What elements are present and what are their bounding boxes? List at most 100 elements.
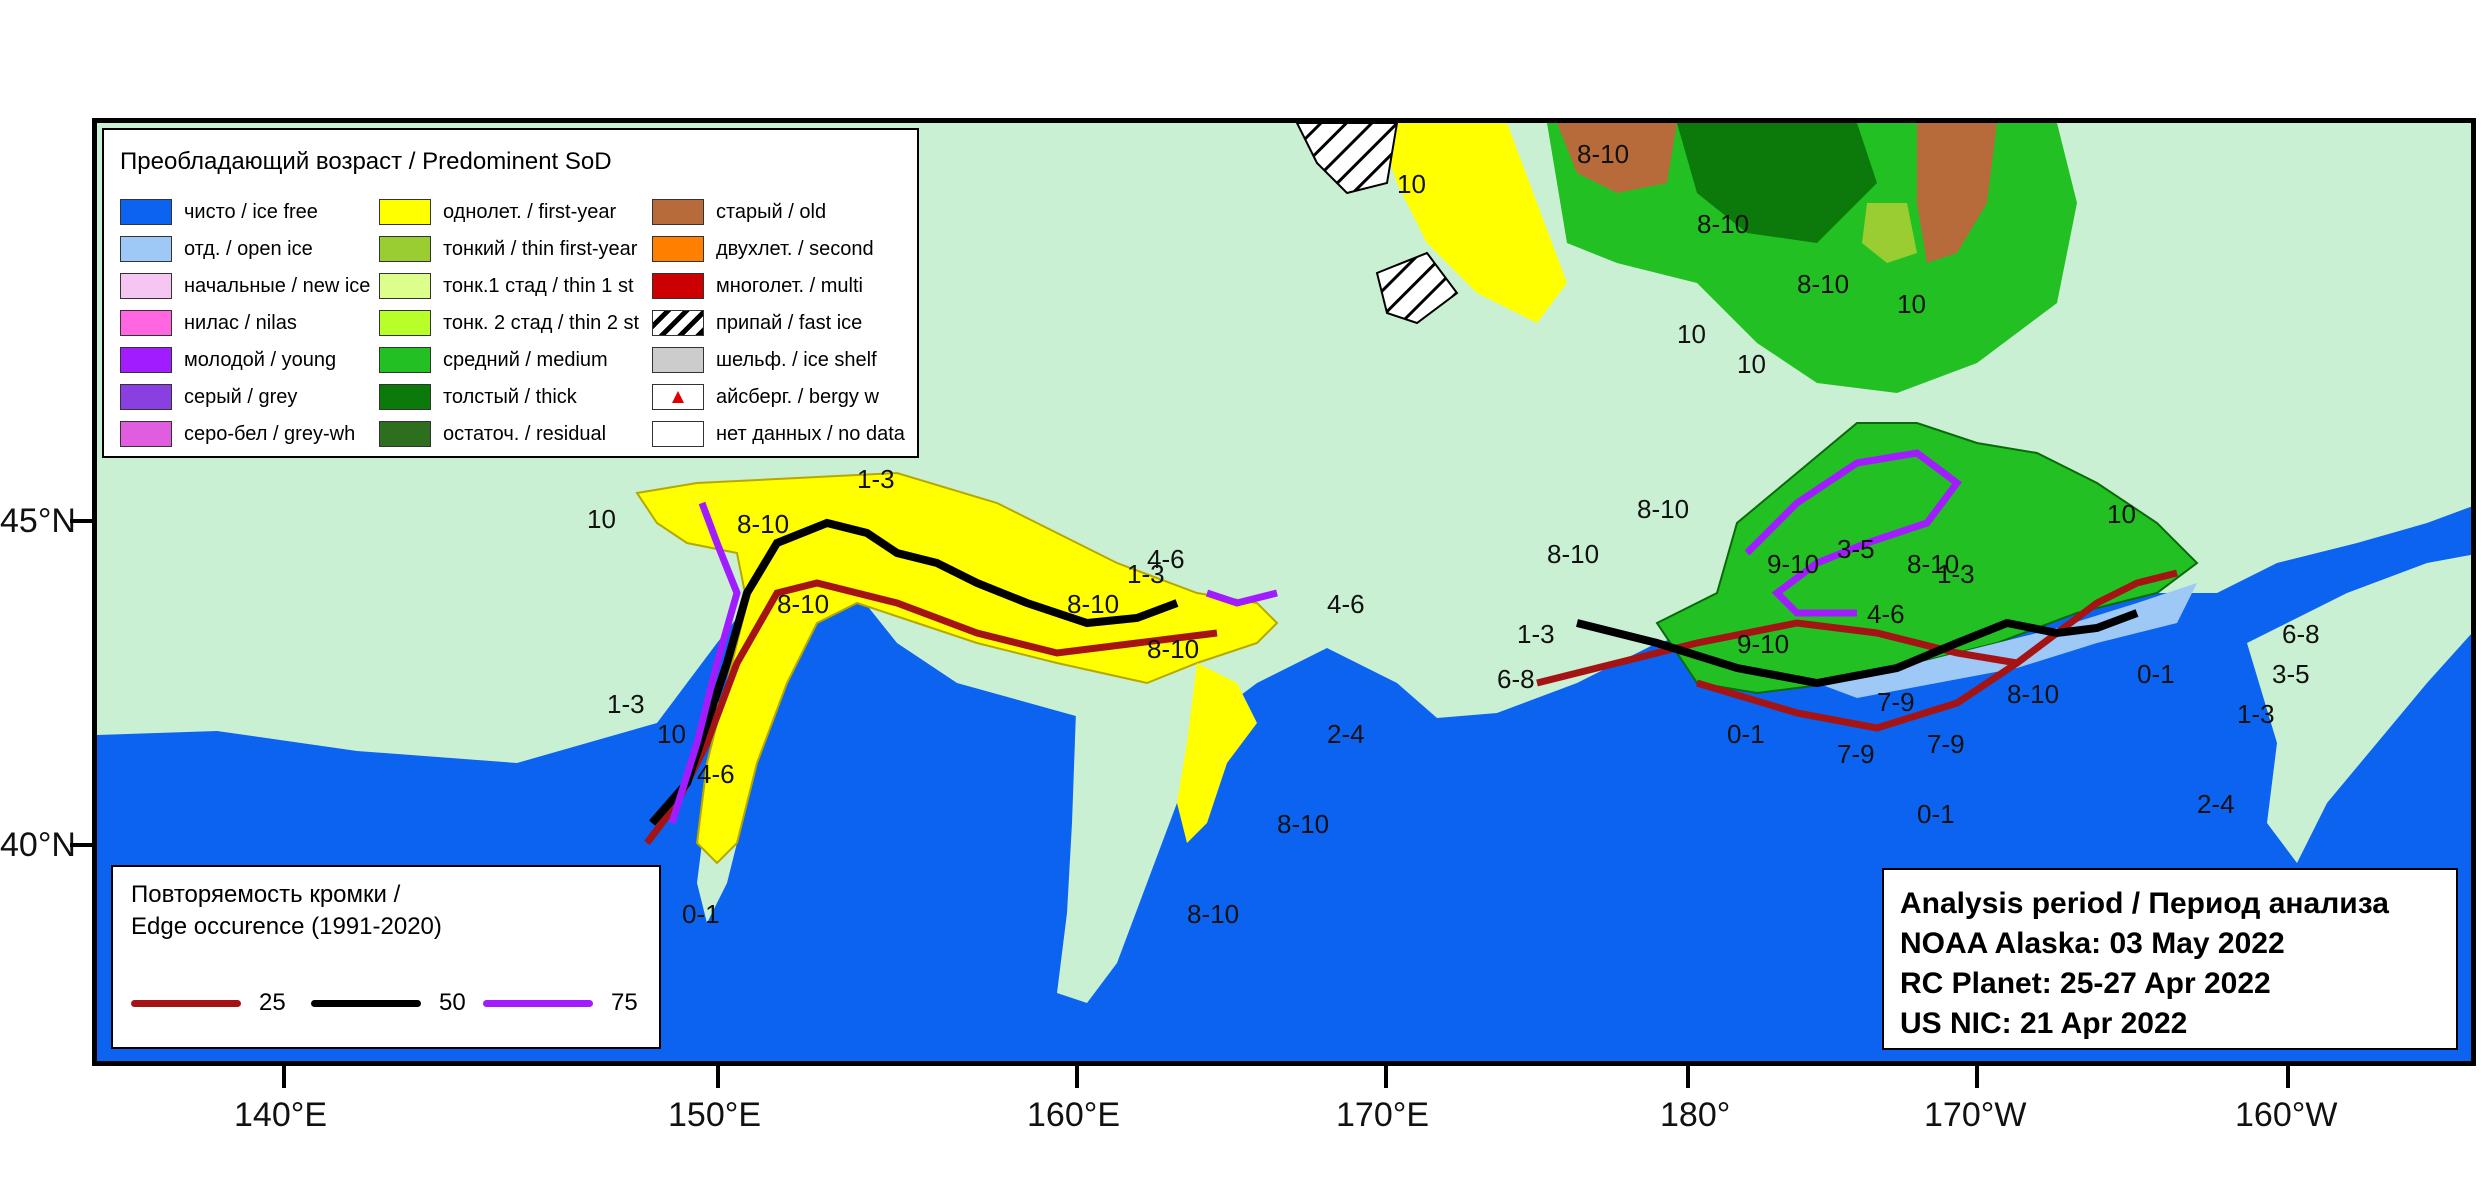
- ice-label: 4-6: [1147, 544, 1185, 574]
- ice-label: 6-8: [1497, 664, 1535, 694]
- ice-label: 7-9: [1877, 687, 1915, 717]
- ice-label: 10: [2107, 499, 2136, 529]
- legend-label: многолет. / multi: [716, 274, 863, 297]
- ice-label: 8-10: [1577, 139, 1629, 169]
- ice-label: 8-10: [1907, 549, 1959, 579]
- legend-edge-occurrence: Повторяемость кромки / Edge occurence (1…: [111, 865, 661, 1049]
- legend-swatch: [379, 310, 431, 336]
- legend-item-ice-free: чисто / ice free: [120, 198, 318, 226]
- legend-label: нилас / nilas: [184, 311, 297, 334]
- legend-edge-label: 50: [439, 989, 466, 1016]
- ice-label: 4-6: [1327, 589, 1365, 619]
- fast-ice-patch: [1375, 251, 1459, 325]
- legend-label: нет данных / no data: [716, 422, 905, 445]
- analysis-period-box: Analysis period / Период анализа NOAA Al…: [1882, 868, 2458, 1050]
- ice-label: 8-10: [1547, 539, 1599, 569]
- lat-label-40n: 40°N: [0, 826, 76, 864]
- ice-label: 4-6: [697, 759, 735, 789]
- lon-tick-170w: [1975, 1066, 1979, 1088]
- ice-label: 0-1: [682, 899, 720, 929]
- legend-label: молодой / young: [184, 348, 337, 371]
- edge-line-50: [648, 518, 2139, 826]
- ice-map: 8-10 8-10 8-10 8-10 8-10 8-10 8-10 8-10 …: [92, 118, 2476, 1066]
- legend-item-second-year: двухлет. / second: [652, 235, 874, 263]
- ice-label: 0-1: [1917, 799, 1955, 829]
- legend-edge-item-75: 75: [483, 989, 638, 1017]
- legend-swatch: [120, 347, 172, 373]
- legend-edge-title-1: Повторяемость кромки /: [131, 881, 401, 908]
- ice-label: 10: [1897, 289, 1926, 319]
- legend-item-open-ice: отд. / open ice: [120, 235, 313, 263]
- ice-label: 7-9: [1837, 739, 1875, 769]
- lon-tick-180: [1686, 1066, 1690, 1088]
- ice-okhotsk-first-year: [635, 471, 1279, 865]
- ice-label: 1-3: [1937, 559, 1975, 589]
- legend-label: шельф. / ice shelf: [716, 348, 877, 371]
- legend-sod-title: Преобладающий возраст / Predominent SoD: [120, 148, 612, 175]
- analysis-us-nic: US NIC: 21 Apr 2022: [1900, 1007, 2188, 1040]
- ice-label: 4-6: [1867, 599, 1905, 629]
- ice-label: 8-10: [737, 509, 789, 539]
- edge-line-swatch: [311, 999, 421, 1007]
- legend-label: серый / grey: [184, 385, 298, 408]
- ice-thin-first-year: [1862, 203, 1917, 263]
- legend-item-new-ice: начальные / new ice: [120, 272, 370, 300]
- legend-swatch: [120, 273, 172, 299]
- ice-label: 8-10: [2007, 679, 2059, 709]
- legend-label: остаточ. / residual: [443, 422, 607, 445]
- lon-tick-160e: [1075, 1066, 1079, 1088]
- ice-label: 3-5: [2272, 659, 2310, 689]
- legend-label: тонкий / thin first-year: [443, 237, 638, 260]
- legend-edge-title-2: Edge occurence (1991-2020): [131, 913, 442, 940]
- legend-edge-label: 75: [611, 989, 638, 1016]
- ice-label: 10: [587, 504, 616, 534]
- ice-label: 10: [1737, 349, 1766, 379]
- legend-swatch: [652, 273, 704, 299]
- edge-line-swatch: [483, 999, 593, 1007]
- lon-label-160e: 160°E: [1027, 1096, 1121, 1134]
- ice-kamchatka-coast: [1177, 663, 1257, 843]
- legend-swatch: [379, 199, 431, 225]
- legend-swatch: [652, 421, 704, 447]
- legend-item-multi-year: многолет. / multi: [652, 272, 863, 300]
- ice-chukotka-first-year: [1377, 123, 1567, 323]
- ice-north-old: [1557, 123, 1997, 263]
- legend-item-first-year: однолет. / first-year: [379, 198, 616, 226]
- ice-label: 8-10: [1067, 589, 1119, 619]
- legend-item-no-data: нет данных / no data: [652, 420, 905, 448]
- legend-swatch: [120, 310, 172, 336]
- land-alaska-peninsula: [2247, 554, 2471, 863]
- ice-label: 8-10: [1277, 809, 1329, 839]
- legend-swatch: [379, 347, 431, 373]
- legend-item-thin-1st-stage: тонк.1 стад / thin 1 st: [379, 272, 634, 300]
- legend-label: однолет. / first-year: [443, 200, 617, 223]
- legend-item-thin-first-year: тонкий / thin first-year: [379, 235, 637, 263]
- legend-label: серо-бел / grey-wh: [184, 422, 356, 445]
- ice-label: 1-3: [1127, 559, 1165, 589]
- legend-edge-item-25: 25: [131, 989, 286, 1017]
- ice-label: 6-8: [2282, 619, 2320, 649]
- lat-tick-45n: [70, 519, 92, 523]
- lon-tick-160w: [2286, 1066, 2290, 1088]
- ice-label: 9-10: [1737, 629, 1789, 659]
- legend-item-bergy-water: айсберг. / bergy w: [652, 383, 879, 411]
- legend-label: начальные / new ice: [184, 274, 371, 297]
- legend-item-residual: остаточ. / residual: [379, 420, 606, 448]
- land-kamchatka: [1057, 663, 1197, 1003]
- legend-edge-item-50: 50: [311, 989, 466, 1017]
- legend-swatch: [379, 236, 431, 262]
- ice-label: 8-10: [1147, 634, 1199, 664]
- lon-tick-170e: [1384, 1066, 1388, 1088]
- legend-item-grey-white: серо-бел / grey-wh: [120, 420, 355, 448]
- legend-swatch: [379, 273, 431, 299]
- legend-item-young: молодой / young: [120, 346, 336, 374]
- ice-label: 8-10: [1637, 494, 1689, 524]
- ice-label: 2-4: [1327, 719, 1365, 749]
- lon-tick-140e: [282, 1066, 286, 1088]
- edge-line-swatch: [131, 999, 241, 1007]
- lon-label-150e: 150°E: [668, 1096, 762, 1134]
- analysis-rc-planet: RC Planet: 25-27 Apr 2022: [1900, 967, 2271, 1000]
- legend-item-old: старый / old: [652, 198, 826, 226]
- legend-stage-of-development: Преобладающий возраст / Predominent SoD …: [102, 128, 919, 458]
- lon-label-170e: 170°E: [1336, 1096, 1430, 1134]
